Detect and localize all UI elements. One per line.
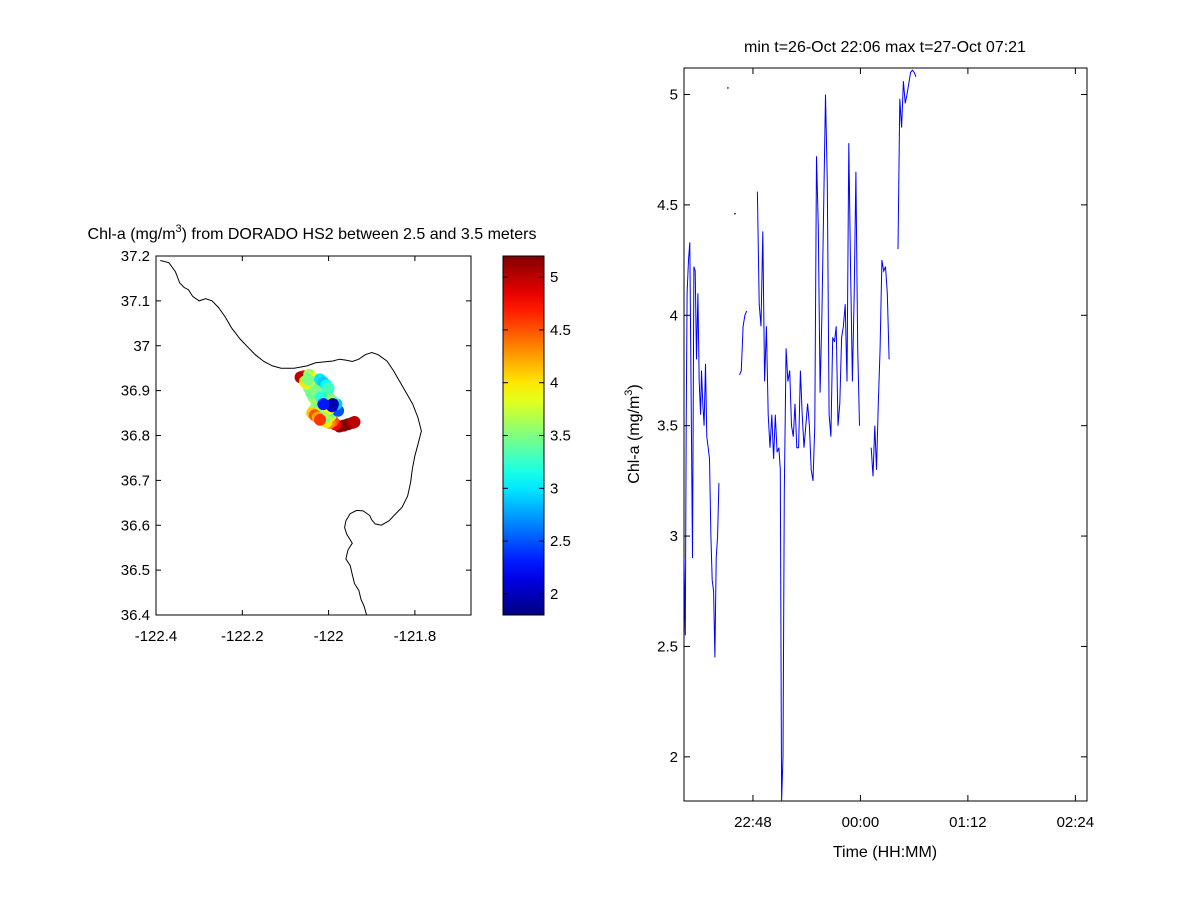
ts-ytick-label: 3 bbox=[670, 528, 678, 545]
ts-xtick-label: 01:12 bbox=[949, 814, 987, 831]
timeseries-axes-ticks: 22:48 00:00 01:12 02:24 2 2.5 3 3.5 4 4.5 5 bbox=[657, 68, 1094, 831]
ts-xtick-label: 02:24 bbox=[1057, 814, 1095, 831]
ts-ytick-label: 4 bbox=[670, 307, 678, 324]
map-axes-ticks: -122.4 -122.2 -122 -121.8 36.4 36.5 36.6 36.7 36… bbox=[121, 248, 471, 645]
scatter-point bbox=[301, 373, 314, 386]
series-line-segment bbox=[684, 242, 720, 658]
series-point bbox=[727, 87, 729, 89]
timeseries-title: min t=26-Oct 22:06 max t=27-Oct 07:21 bbox=[744, 39, 1026, 56]
coastline bbox=[160, 260, 422, 615]
map-ytick-label: 36.4 bbox=[121, 607, 150, 624]
series-point bbox=[734, 212, 736, 215]
map-xtick-label: -122 bbox=[314, 628, 344, 645]
timeseries-ylabel: Chl-a (mg/m3) bbox=[623, 384, 643, 483]
ts-ytick-label: 4.5 bbox=[657, 197, 678, 214]
timeseries-panel: min t=26-Oct 22:06 max t=27-Oct 07:21 22… bbox=[623, 39, 1094, 861]
map-ytick-label: 37.1 bbox=[121, 293, 150, 310]
colorbar-gradient bbox=[502, 255, 545, 616]
colorbar-tick-label: 3 bbox=[550, 480, 558, 497]
timeseries-axes-box bbox=[683, 67, 1088, 802]
scatter-point bbox=[317, 398, 330, 411]
colorbar-tick-label: 4.5 bbox=[550, 322, 571, 339]
map-ytick-label: 37.2 bbox=[121, 248, 150, 265]
scatter-point bbox=[326, 398, 339, 411]
timeseries-xlabel: Time (HH:MM) bbox=[833, 844, 937, 861]
scatter-point bbox=[314, 413, 326, 426]
map-title: Chl-a (mg/m3) from DORADO HS2 between 2.… bbox=[88, 223, 537, 243]
colorbar: 2 2.5 3 3.5 4 4.5 5 bbox=[502, 255, 571, 616]
map-xtick-label: -122.2 bbox=[221, 628, 264, 645]
ts-ytick-label: 2.5 bbox=[657, 638, 678, 655]
scatter-point bbox=[348, 416, 361, 428]
map-ytick-label: 36.9 bbox=[121, 383, 150, 400]
map-ytick-label: 36.6 bbox=[121, 517, 150, 534]
series-line-segment bbox=[870, 260, 890, 477]
map-ytick-label: 36.8 bbox=[121, 428, 150, 445]
colorbar-tick-label: 2.5 bbox=[550, 533, 571, 550]
colorbar-tick-label: 4 bbox=[550, 375, 558, 392]
colorbar-tick-label: 3.5 bbox=[550, 428, 571, 445]
ts-ytick-label: 2 bbox=[670, 749, 678, 766]
map-ytick-label: 36.7 bbox=[121, 472, 150, 489]
colorbar-tick-label: 5 bbox=[550, 269, 558, 286]
series-line-segment bbox=[897, 69, 917, 250]
map-xtick-label: -122.4 bbox=[135, 628, 178, 645]
map-ytick-label: 36.5 bbox=[121, 562, 150, 579]
ts-xtick-label: 00:00 bbox=[842, 814, 880, 831]
series-line-segment bbox=[756, 94, 860, 801]
scatter-point bbox=[322, 382, 335, 395]
map-panel: Chl-a (mg/m3) from DORADO HS2 between 2.… bbox=[88, 223, 537, 645]
map-xtick-label: -121.8 bbox=[394, 628, 437, 645]
map-ytick-label: 37 bbox=[133, 338, 150, 355]
ts-xtick-label: 22:48 bbox=[734, 814, 772, 831]
map-axes-box bbox=[155, 255, 472, 616]
colorbar-tick-label: 2 bbox=[550, 586, 558, 603]
ts-ytick-label: 5 bbox=[670, 86, 678, 103]
ts-ytick-label: 3.5 bbox=[657, 418, 678, 435]
series-line-segment bbox=[739, 310, 748, 376]
